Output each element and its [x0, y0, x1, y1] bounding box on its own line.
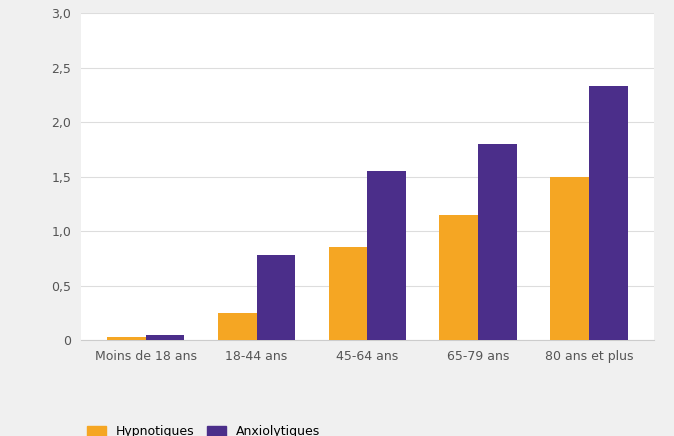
- Bar: [328, 248, 367, 340]
- Bar: [550, 177, 589, 340]
- Bar: [589, 86, 627, 340]
- Bar: [218, 313, 257, 340]
- Bar: [439, 215, 478, 340]
- Bar: [107, 337, 146, 340]
- Bar: [478, 144, 517, 340]
- Bar: [146, 335, 185, 340]
- Bar: [257, 255, 295, 340]
- Legend: Hypnotiques, Anxiolytiques: Hypnotiques, Anxiolytiques: [87, 426, 320, 436]
- Bar: [367, 171, 406, 340]
